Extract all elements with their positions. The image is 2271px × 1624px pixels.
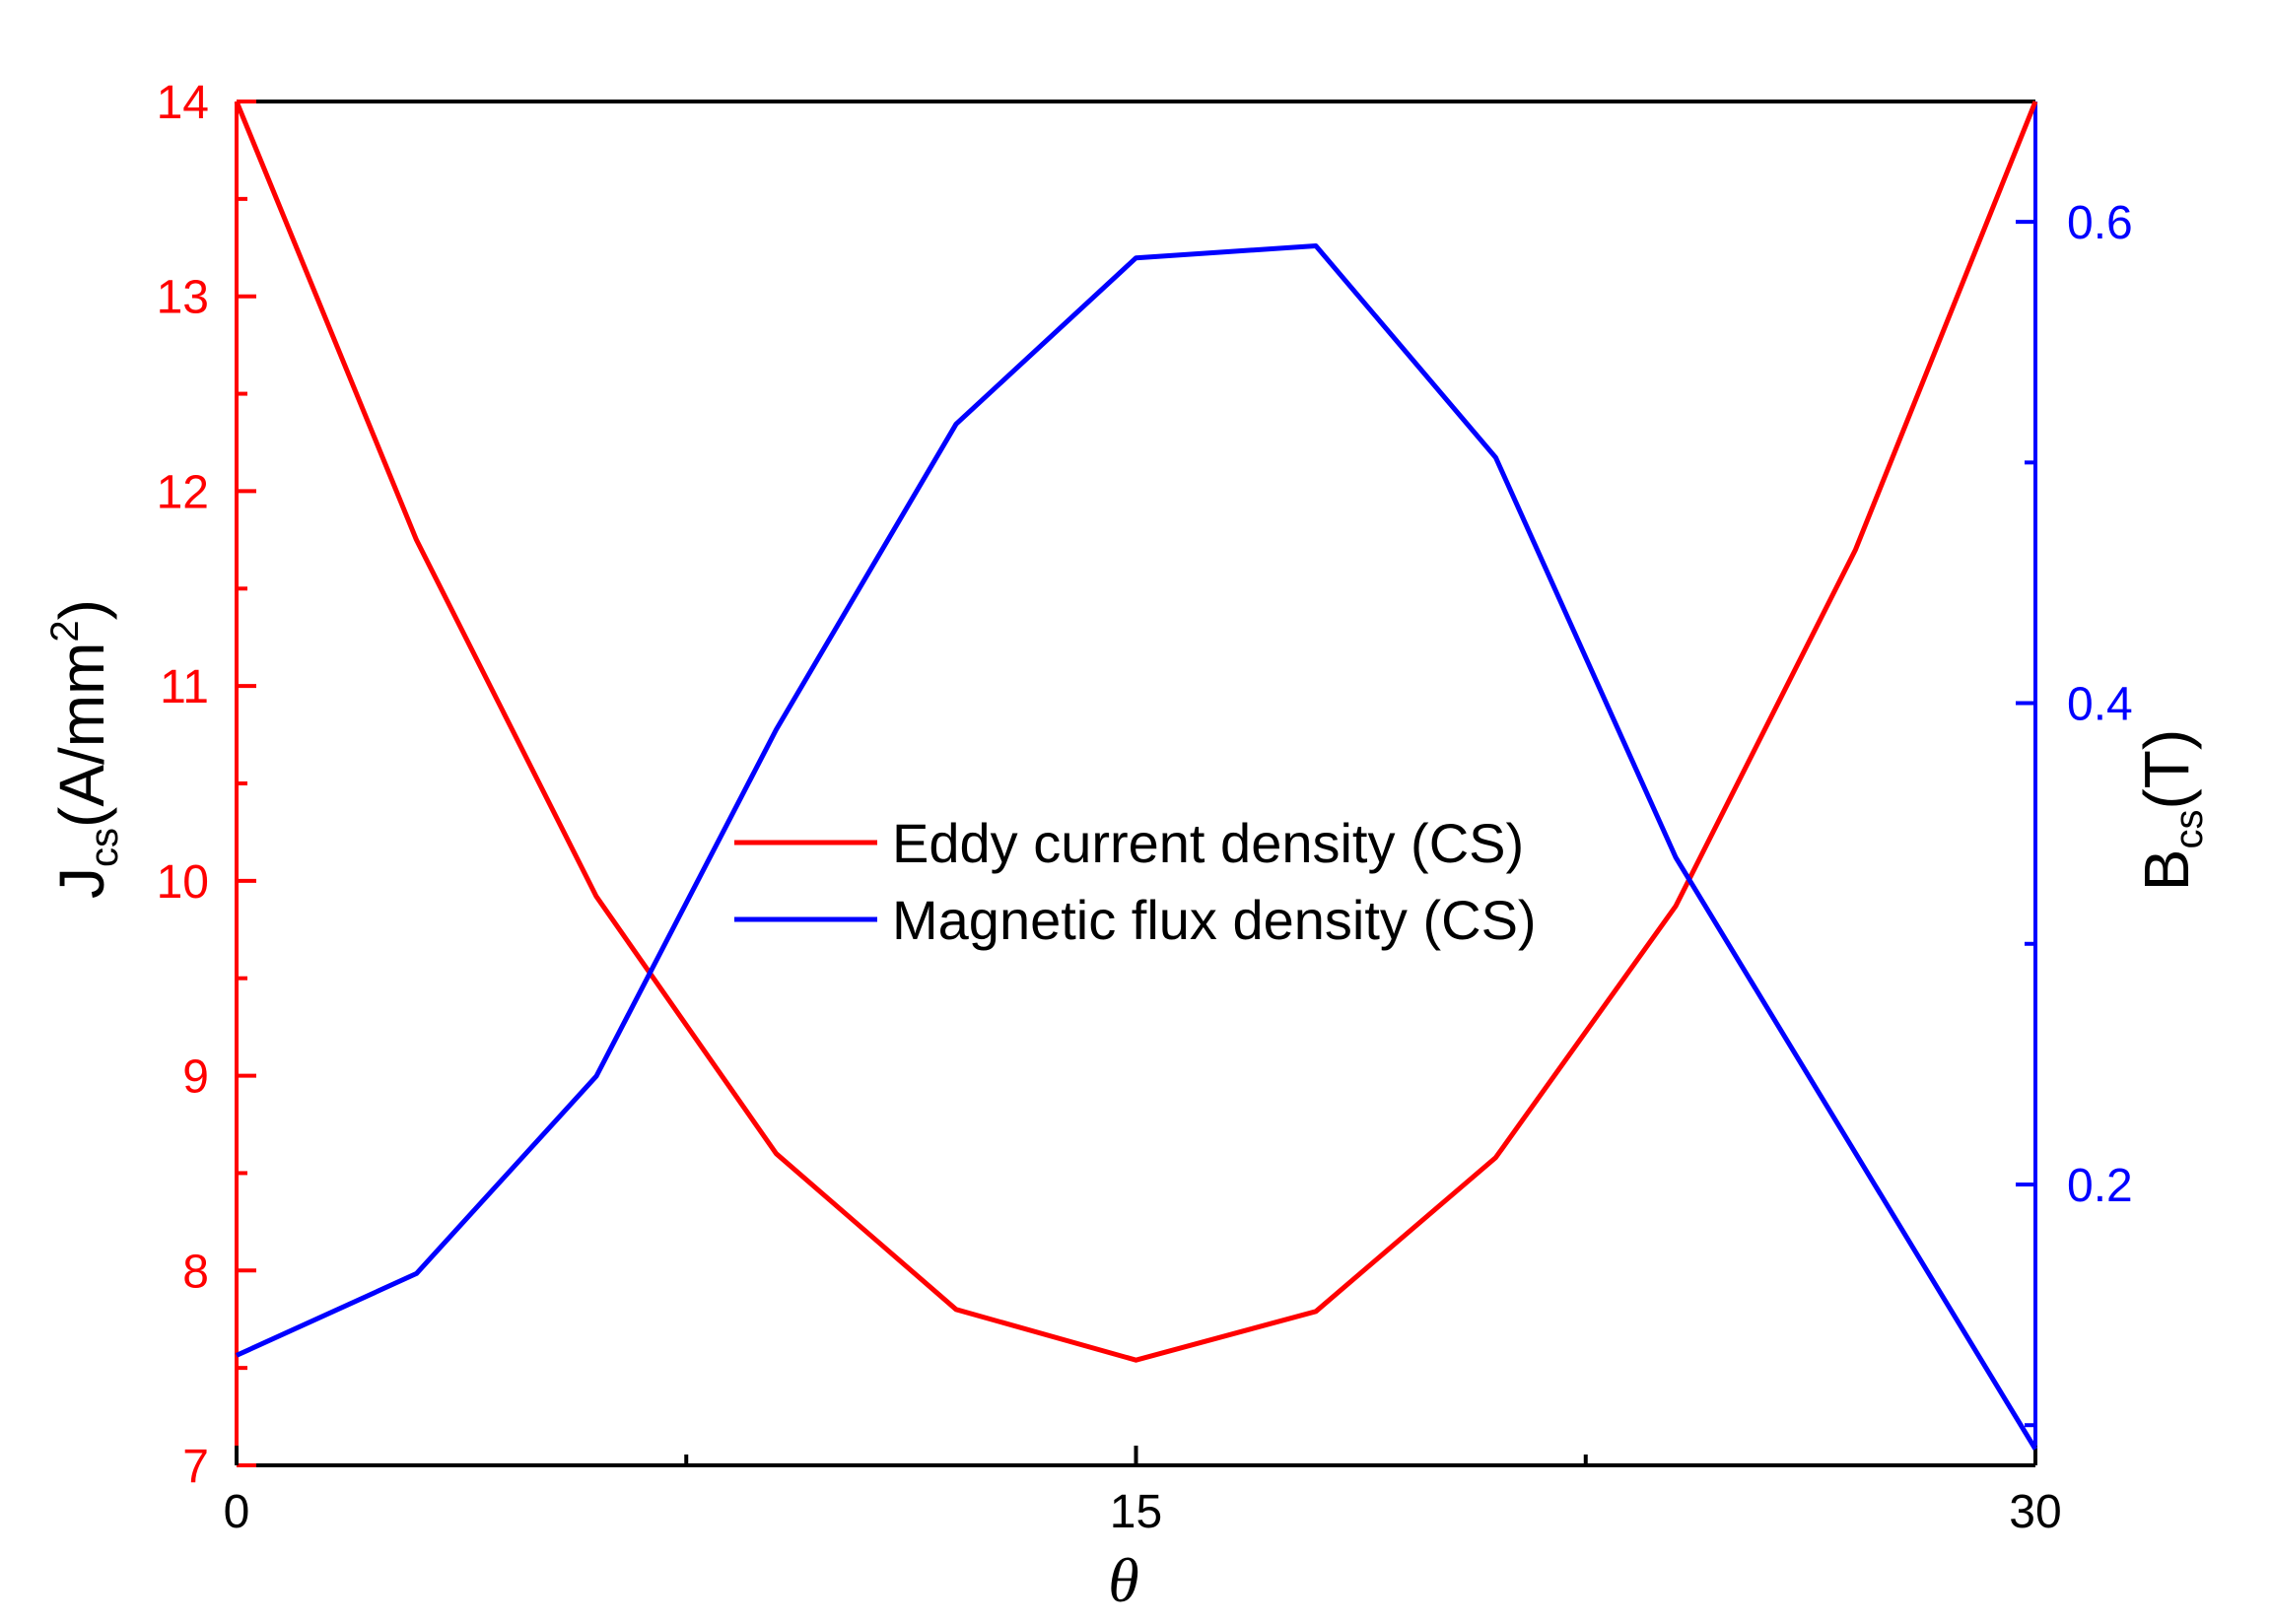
- y-left-tick-label: 7: [182, 1441, 209, 1493]
- y-left-tick-label: 11: [160, 661, 209, 713]
- series-line-magnetic-flux: [235, 243, 2038, 1451]
- y-left-tick-label: 10: [157, 856, 209, 909]
- legend-label-magnetic-flux: Magnetic flux density (CS): [892, 889, 1537, 951]
- ylabel-left-main: J: [46, 867, 117, 899]
- y-left-tick-label: 13: [157, 272, 209, 324]
- y-left-tick-label: 14: [157, 77, 209, 129]
- ylabel-right-rest: (T): [2131, 729, 2202, 810]
- x-tick-label: 0: [224, 1486, 250, 1538]
- x-tick-label: 15: [1110, 1486, 1162, 1538]
- ylabel-left-close: ): [46, 599, 117, 620]
- legend: Eddy current density (CS) Magnetic flux …: [734, 812, 1537, 951]
- y-axis-right-title: Bcs(T): [2131, 729, 2211, 891]
- y-left-tick-label: 12: [157, 466, 209, 518]
- ylabel-left-sup: 2: [43, 620, 87, 642]
- y-right-tick-label: 0.2: [2067, 1160, 2133, 1212]
- y-right-tick-label: 0.4: [2067, 679, 2133, 731]
- y-right-tick-label: 0.6: [2067, 197, 2133, 249]
- y-left-tick-label: 8: [182, 1246, 209, 1298]
- y-axis-left-title: Jcs(A/mm2): [43, 599, 126, 899]
- tick-labels: 7 8 9 10 11 12 13 14 0.2 0.4 0.6 0 15 30: [157, 77, 2133, 1538]
- ylabel-right-sub: cs: [2168, 810, 2211, 849]
- series-line-eddy-current: [234, 101, 2038, 1363]
- ylabel-right-main: B: [2131, 849, 2202, 892]
- series-layer: [234, 101, 2038, 1451]
- y-left-tick-label: 9: [182, 1051, 209, 1104]
- ylabel-left-rest: (A/mm: [46, 643, 117, 828]
- x-axis-title: θ: [1108, 1545, 1138, 1615]
- legend-label-eddy-current: Eddy current density (CS): [892, 812, 1524, 874]
- plot-frame: [235, 100, 2037, 1467]
- axis-ticks: [235, 100, 2037, 1467]
- ylabel-left-sub: cs: [83, 828, 126, 867]
- x-tick-label: 30: [2009, 1486, 2061, 1538]
